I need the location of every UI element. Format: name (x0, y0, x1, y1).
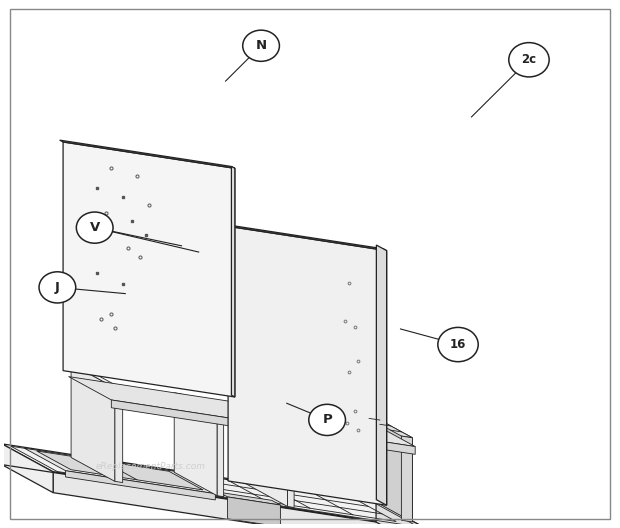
Polygon shape (376, 245, 387, 505)
Polygon shape (376, 501, 427, 528)
Polygon shape (231, 166, 235, 397)
Circle shape (39, 272, 76, 303)
Polygon shape (174, 393, 217, 496)
Circle shape (242, 30, 280, 61)
Polygon shape (376, 418, 412, 522)
Polygon shape (174, 393, 224, 417)
Polygon shape (66, 471, 215, 500)
Polygon shape (69, 376, 415, 447)
Polygon shape (2, 444, 427, 528)
Text: 16: 16 (450, 338, 466, 351)
Polygon shape (24, 448, 215, 494)
Circle shape (309, 404, 345, 436)
Text: P: P (322, 413, 332, 427)
Polygon shape (401, 436, 412, 522)
Text: eReplacementParts.com: eReplacementParts.com (95, 462, 206, 471)
Polygon shape (112, 400, 415, 455)
Polygon shape (115, 388, 123, 483)
Polygon shape (288, 427, 294, 507)
Polygon shape (217, 416, 224, 497)
Polygon shape (53, 472, 427, 528)
Polygon shape (63, 142, 235, 397)
Polygon shape (365, 417, 412, 438)
Polygon shape (228, 497, 280, 527)
Polygon shape (37, 451, 203, 490)
Text: V: V (89, 221, 100, 234)
Text: N: N (255, 39, 267, 52)
Polygon shape (2, 444, 53, 493)
Polygon shape (219, 492, 280, 505)
Polygon shape (71, 364, 115, 482)
Text: 2c: 2c (521, 53, 536, 67)
Circle shape (438, 327, 478, 362)
Polygon shape (228, 227, 387, 505)
Polygon shape (245, 403, 294, 428)
Circle shape (76, 212, 113, 243)
Polygon shape (71, 364, 123, 389)
Text: J: J (55, 281, 60, 294)
Circle shape (509, 43, 549, 77)
Polygon shape (245, 403, 288, 506)
Polygon shape (60, 140, 235, 168)
Polygon shape (224, 224, 387, 251)
